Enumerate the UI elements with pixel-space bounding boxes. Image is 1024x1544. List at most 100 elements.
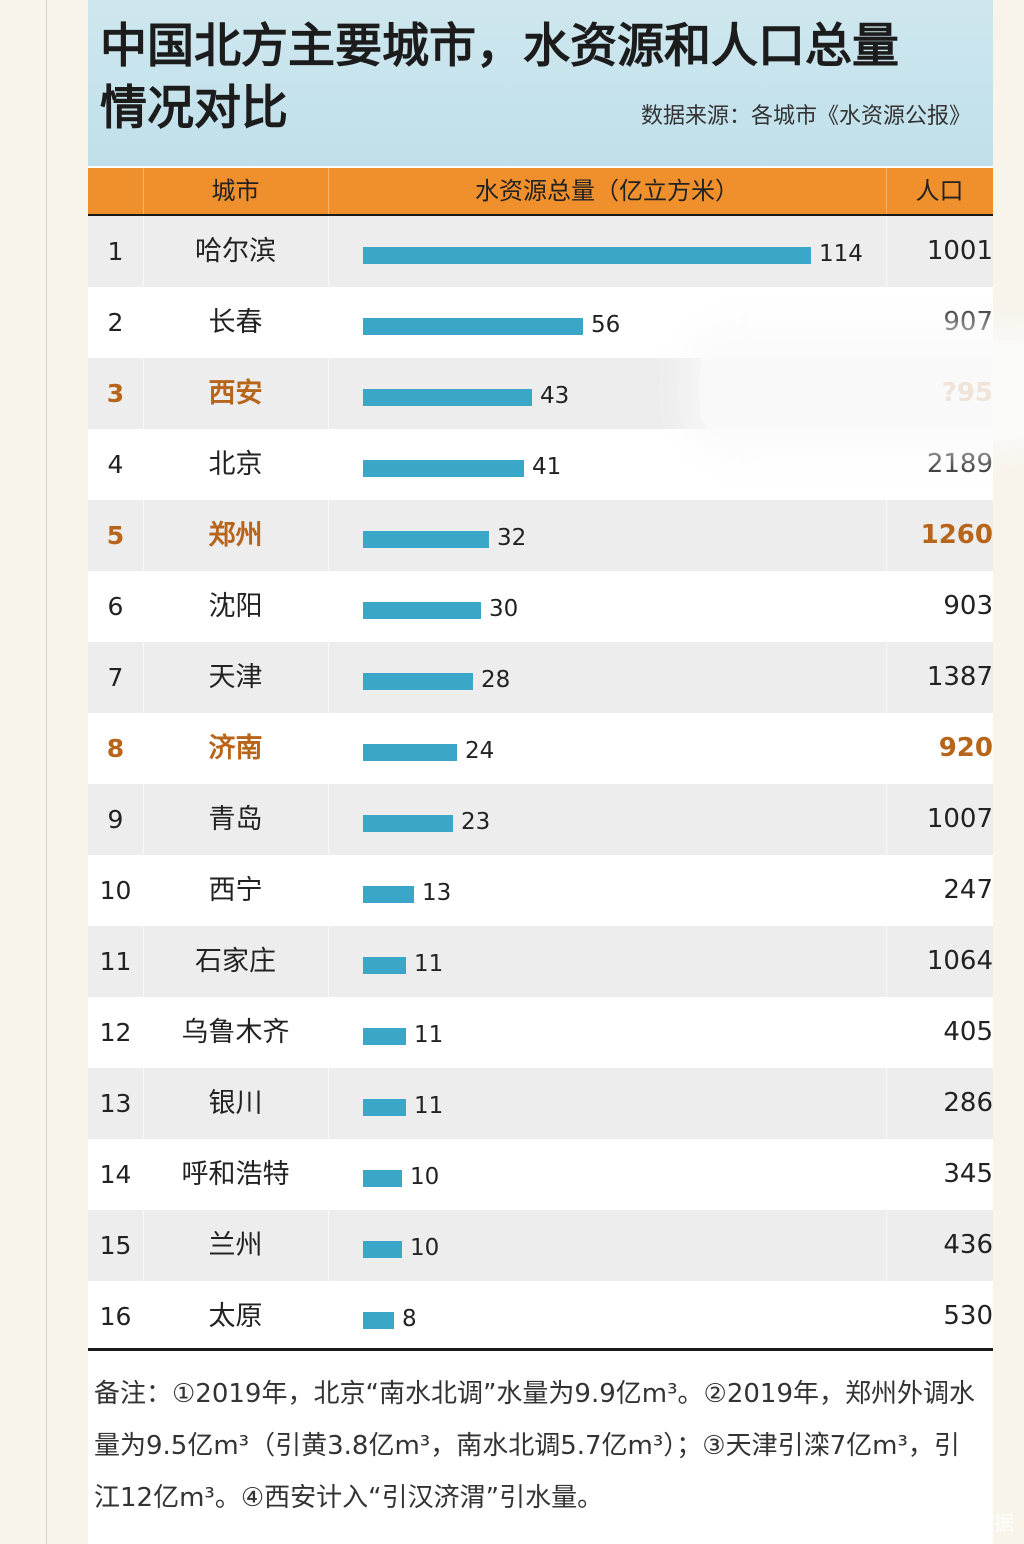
column-separator bbox=[886, 997, 887, 1068]
column-separator bbox=[886, 713, 887, 784]
population-cell: 530 bbox=[943, 1301, 993, 1331]
table-row: 12 乌鲁木齐 11 405 bbox=[88, 997, 993, 1068]
population-cell: 2189 bbox=[926, 449, 993, 479]
column-separator bbox=[328, 429, 329, 500]
water-bar bbox=[363, 1170, 402, 1187]
water-bar bbox=[363, 318, 583, 335]
city-cell: 济南 bbox=[208, 733, 263, 764]
water-bar bbox=[363, 247, 811, 264]
water-bar bbox=[363, 531, 489, 548]
water-value-label: 32 bbox=[497, 525, 527, 551]
city-cell: 乌鲁木齐 bbox=[181, 1017, 290, 1048]
infographic-card: 中国北方主要城市，水资源和人口总量 情况对比 数据来源：各城市《水资源公报》 城… bbox=[88, 0, 1024, 1544]
water-bar bbox=[363, 1241, 402, 1258]
table-row: 13 银川 11 286 bbox=[88, 1068, 993, 1139]
city-cell: 西宁 bbox=[208, 875, 263, 906]
column-separator bbox=[143, 1139, 144, 1210]
table-row: 1 哈尔滨 114 1001 bbox=[88, 216, 993, 287]
water-value-label: 11 bbox=[414, 1022, 444, 1048]
population-cell: 903 bbox=[943, 591, 993, 621]
water-bar bbox=[363, 1312, 394, 1329]
column-separator bbox=[886, 1281, 887, 1352]
water-value-label: 8 bbox=[402, 1306, 417, 1332]
water-value-label: 43 bbox=[540, 383, 570, 409]
column-separator bbox=[328, 784, 329, 855]
city-cell: 天津 bbox=[208, 662, 263, 693]
column-separator bbox=[328, 216, 329, 287]
water-value-label: 41 bbox=[532, 454, 562, 480]
population-cell: 247 bbox=[943, 875, 993, 905]
column-separator bbox=[143, 287, 144, 358]
page-left-rule bbox=[46, 0, 47, 1544]
city-cell: 郑州 bbox=[208, 520, 263, 551]
water-value-label: 11 bbox=[414, 1093, 444, 1119]
city-cell: 银川 bbox=[208, 1088, 263, 1119]
column-header-population: 人口 bbox=[915, 177, 964, 205]
population-cell: 405 bbox=[943, 1017, 993, 1047]
column-separator bbox=[143, 642, 144, 713]
rank-cell: 13 bbox=[99, 1089, 132, 1118]
rank-cell: 6 bbox=[107, 592, 124, 621]
footnote: 备注：①2019年，北京“南水北调”水量为9.9亿m³。②2019年，郑州外调水… bbox=[94, 1379, 975, 1513]
table-row: 9 青岛 23 1007 bbox=[88, 784, 993, 855]
column-separator bbox=[328, 997, 329, 1068]
column-separator bbox=[886, 216, 887, 287]
water-value-label: 28 bbox=[481, 667, 511, 693]
water-bar bbox=[363, 815, 453, 832]
population-cell: 920 bbox=[938, 733, 993, 763]
column-header-water: 水资源总量（亿立方米） bbox=[475, 177, 739, 205]
water-value-label: 11 bbox=[414, 951, 444, 977]
column-separator bbox=[143, 855, 144, 926]
column-separator bbox=[886, 287, 887, 358]
city-cell: 长春 bbox=[208, 307, 263, 338]
rank-cell: 15 bbox=[99, 1231, 132, 1260]
city-cell: 西安 bbox=[208, 378, 263, 409]
header-separator bbox=[143, 168, 144, 214]
water-value-label: 114 bbox=[819, 241, 863, 267]
column-separator bbox=[886, 500, 887, 571]
column-separator bbox=[143, 997, 144, 1068]
column-separator bbox=[328, 500, 329, 571]
population-cell: 1001 bbox=[926, 236, 993, 266]
column-separator bbox=[886, 1139, 887, 1210]
water-value-label: 10 bbox=[410, 1164, 440, 1190]
column-separator bbox=[886, 429, 887, 500]
blurred-overlay bbox=[700, 340, 1024, 440]
header-separator bbox=[886, 168, 887, 214]
water-value-label: 30 bbox=[489, 596, 519, 622]
column-separator bbox=[328, 287, 329, 358]
table-row: 7 天津 28 1387 bbox=[88, 642, 993, 713]
table-row: 4 北京 41 2189 bbox=[88, 429, 993, 500]
rank-cell: 3 bbox=[106, 379, 125, 408]
column-separator bbox=[328, 571, 329, 642]
column-separator bbox=[143, 713, 144, 784]
table-row: 14 呼和浩特 10 345 bbox=[88, 1139, 993, 1210]
city-cell: 呼和浩特 bbox=[181, 1159, 290, 1190]
column-separator bbox=[328, 358, 329, 429]
city-cell: 哈尔滨 bbox=[195, 236, 276, 267]
water-value-label: 10 bbox=[410, 1235, 440, 1261]
table-row: 10 西宁 13 247 bbox=[88, 855, 993, 926]
rank-cell: 16 bbox=[99, 1302, 132, 1331]
column-separator bbox=[143, 358, 144, 429]
water-bar bbox=[363, 673, 473, 690]
population-cell: 1260 bbox=[920, 520, 993, 550]
rank-cell: 14 bbox=[99, 1160, 132, 1189]
table-row: 16 太原 8 530 bbox=[88, 1281, 993, 1352]
column-separator bbox=[886, 571, 887, 642]
city-cell: 沈阳 bbox=[208, 591, 263, 622]
column-separator bbox=[886, 1210, 887, 1281]
column-separator bbox=[143, 1068, 144, 1139]
water-bar bbox=[363, 744, 457, 761]
rank-cell: 2 bbox=[107, 308, 124, 337]
column-separator bbox=[328, 1139, 329, 1210]
column-separator bbox=[143, 216, 144, 287]
city-cell: 兰州 bbox=[208, 1230, 263, 1261]
column-separator bbox=[143, 784, 144, 855]
population-cell: 1064 bbox=[926, 946, 993, 976]
column-separator bbox=[143, 571, 144, 642]
rank-cell: 12 bbox=[99, 1018, 132, 1047]
water-bar bbox=[363, 957, 406, 974]
column-separator bbox=[886, 784, 887, 855]
column-separator bbox=[328, 1210, 329, 1281]
